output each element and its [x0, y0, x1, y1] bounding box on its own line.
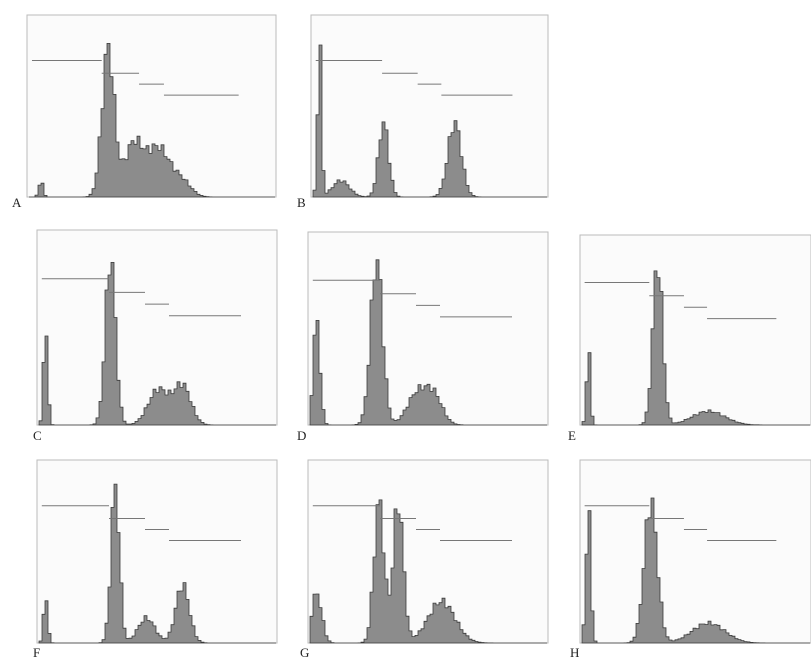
histogram: [309, 259, 547, 426]
panel-frame: [307, 459, 549, 644]
panel-label: D: [297, 428, 306, 443]
panel-label: F: [33, 645, 40, 660]
panel-label: E: [568, 428, 576, 443]
histogram: [581, 270, 810, 426]
panel-label: H: [570, 645, 579, 660]
panel-label: B: [297, 195, 306, 210]
histogram: [38, 483, 276, 644]
histogram: [29, 43, 275, 198]
panel-frame: [36, 459, 278, 644]
panel-label: A: [12, 195, 22, 210]
histogram: [38, 262, 276, 426]
panel-frame: [579, 459, 811, 644]
histogram: [309, 499, 547, 644]
panel-frame: [579, 234, 811, 426]
histogram: [312, 44, 547, 198]
panel-label: C: [33, 428, 42, 443]
panel-frame: [310, 14, 549, 198]
panel-label: G: [300, 645, 309, 660]
histogram: [581, 497, 810, 644]
